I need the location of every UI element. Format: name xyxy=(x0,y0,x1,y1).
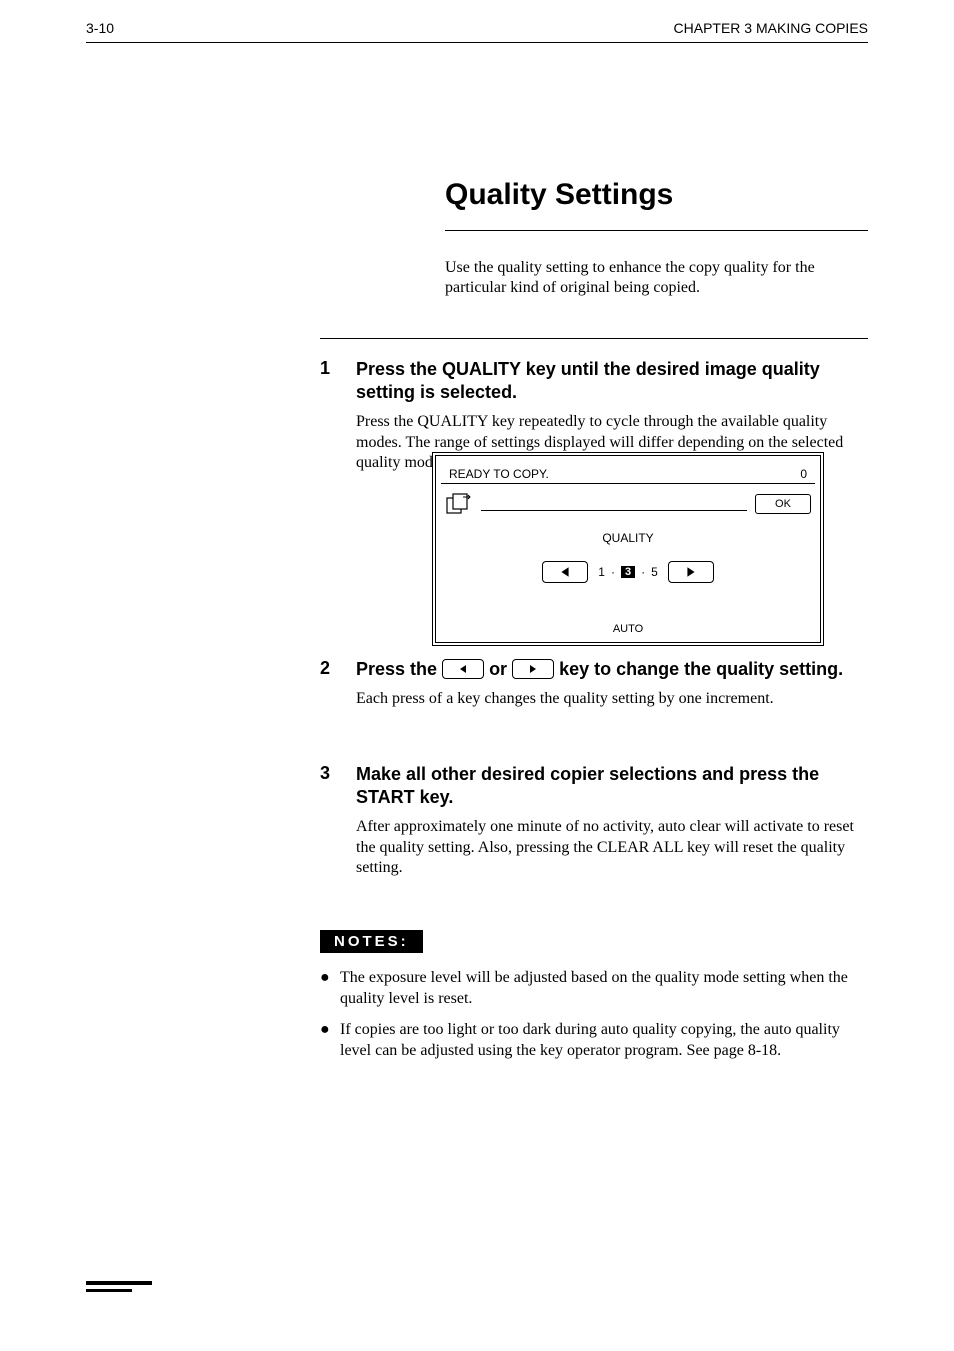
step-heading: Press the or key to change the quality s… xyxy=(356,658,868,681)
panel-controls: 1 · 3 · 5 xyxy=(433,561,823,583)
step-head-pre: Press the xyxy=(356,659,442,679)
panel-divider xyxy=(441,483,815,484)
panel-right-button[interactable] xyxy=(668,561,714,583)
bullet-icon: ● xyxy=(320,1019,340,1061)
panel-ok-button[interactable]: OK xyxy=(755,494,811,514)
step-number: 3 xyxy=(320,763,330,784)
section-intro: Use the quality setting to enhance the c… xyxy=(445,258,868,299)
triangle-right-icon xyxy=(528,664,538,674)
step-number: 1 xyxy=(320,358,330,379)
notes-list: ● The exposure level will be adjusted ba… xyxy=(320,967,868,1061)
panel-message: QUALITY xyxy=(433,531,823,545)
step-2: 2 Press the or key to change the quality… xyxy=(320,658,868,710)
triangle-left-icon xyxy=(559,566,571,578)
left-arrow-button[interactable] xyxy=(442,659,484,679)
section-sub-rule xyxy=(320,338,868,339)
panel-status: READY TO COPY. xyxy=(449,467,549,481)
note-text: If copies are too light or too dark duri… xyxy=(340,1019,868,1061)
triangle-right-icon xyxy=(685,566,697,578)
page-number: 3-10 xyxy=(86,20,114,36)
scale-min: 1 xyxy=(598,565,605,579)
scale-mid: 3 xyxy=(621,566,635,578)
step-head-post: key to change the quality setting. xyxy=(559,659,843,679)
step-body: After approximately one minute of no act… xyxy=(356,817,868,878)
step-body: Each press of a key changes the quality … xyxy=(356,689,868,709)
panel-left-button[interactable] xyxy=(542,561,588,583)
step-heading: Make all other desired copier selections… xyxy=(356,763,868,809)
step-head-mid: or xyxy=(489,659,512,679)
notes-label: NOTES: xyxy=(320,930,423,953)
bullet-icon: ● xyxy=(320,967,340,1009)
footer-mark xyxy=(86,1281,152,1285)
section-title: Quality Settings xyxy=(445,178,673,212)
duplicate-icon xyxy=(445,493,473,515)
panel-underline xyxy=(481,497,747,511)
section-rule xyxy=(445,230,868,231)
triangle-left-icon xyxy=(458,664,468,674)
note-text: The exposure level will be adjusted base… xyxy=(340,967,868,1009)
right-arrow-button[interactable] xyxy=(512,659,554,679)
lcd-panel: READY TO COPY. 0 OK QUALITY 1 · 3 · 5 xyxy=(432,452,824,646)
step-heading: Press the QUALITY key until the desired … xyxy=(356,358,868,404)
step-body-text: Each press of a key changes the quality … xyxy=(356,689,868,709)
panel-scale: 1 · 3 · 5 xyxy=(598,565,658,579)
panel-mode: AUTO xyxy=(433,623,823,635)
note-item: ● The exposure level will be adjusted ba… xyxy=(320,967,868,1009)
step-number: 2 xyxy=(320,658,330,679)
header-rule xyxy=(86,42,868,43)
chapter-title: CHAPTER 3 MAKING COPIES xyxy=(674,20,868,36)
step-body-text: After approximately one minute of no act… xyxy=(356,817,868,878)
panel-header: READY TO COPY. 0 xyxy=(443,467,813,481)
panel-row: OK xyxy=(445,493,811,515)
scale-max: 5 xyxy=(651,565,658,579)
panel-count: 0 xyxy=(800,467,807,481)
note-item: ● If copies are too light or too dark du… xyxy=(320,1019,868,1061)
step-3: 3 Make all other desired copier selectio… xyxy=(320,763,868,878)
notes-block: NOTES: ● The exposure level will be adju… xyxy=(320,930,868,1071)
